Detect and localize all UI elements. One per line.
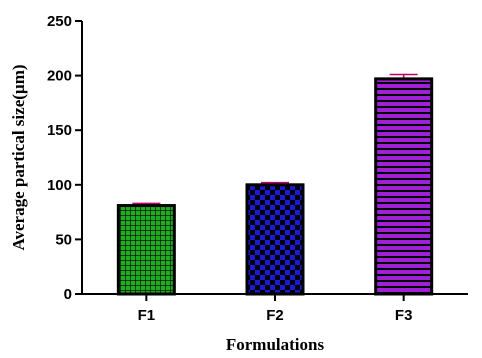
y-tick-label: 100 xyxy=(47,177,72,194)
x-tick-label-f1: F1 xyxy=(138,307,156,324)
y-axis-title: Average partical size(µm) xyxy=(9,64,28,250)
y-axis: 0 50 100 150 200 250 xyxy=(47,13,83,303)
y-tick-label: 250 xyxy=(47,13,72,30)
x-axis: F1 F2 F3 xyxy=(82,293,468,324)
y-tick-label: 0 xyxy=(64,286,72,303)
y-tick-label: 200 xyxy=(47,68,72,85)
bar-f2 xyxy=(245,183,305,296)
y-tick-label: 150 xyxy=(47,122,72,139)
y-tick-label: 50 xyxy=(55,231,72,248)
bar-f3 xyxy=(374,77,434,296)
x-axis-title: Formulations xyxy=(226,335,325,354)
x-tick-label-f3: F3 xyxy=(395,307,413,324)
x-tick-label-f2: F2 xyxy=(266,307,284,324)
bar-f1 xyxy=(116,204,176,296)
